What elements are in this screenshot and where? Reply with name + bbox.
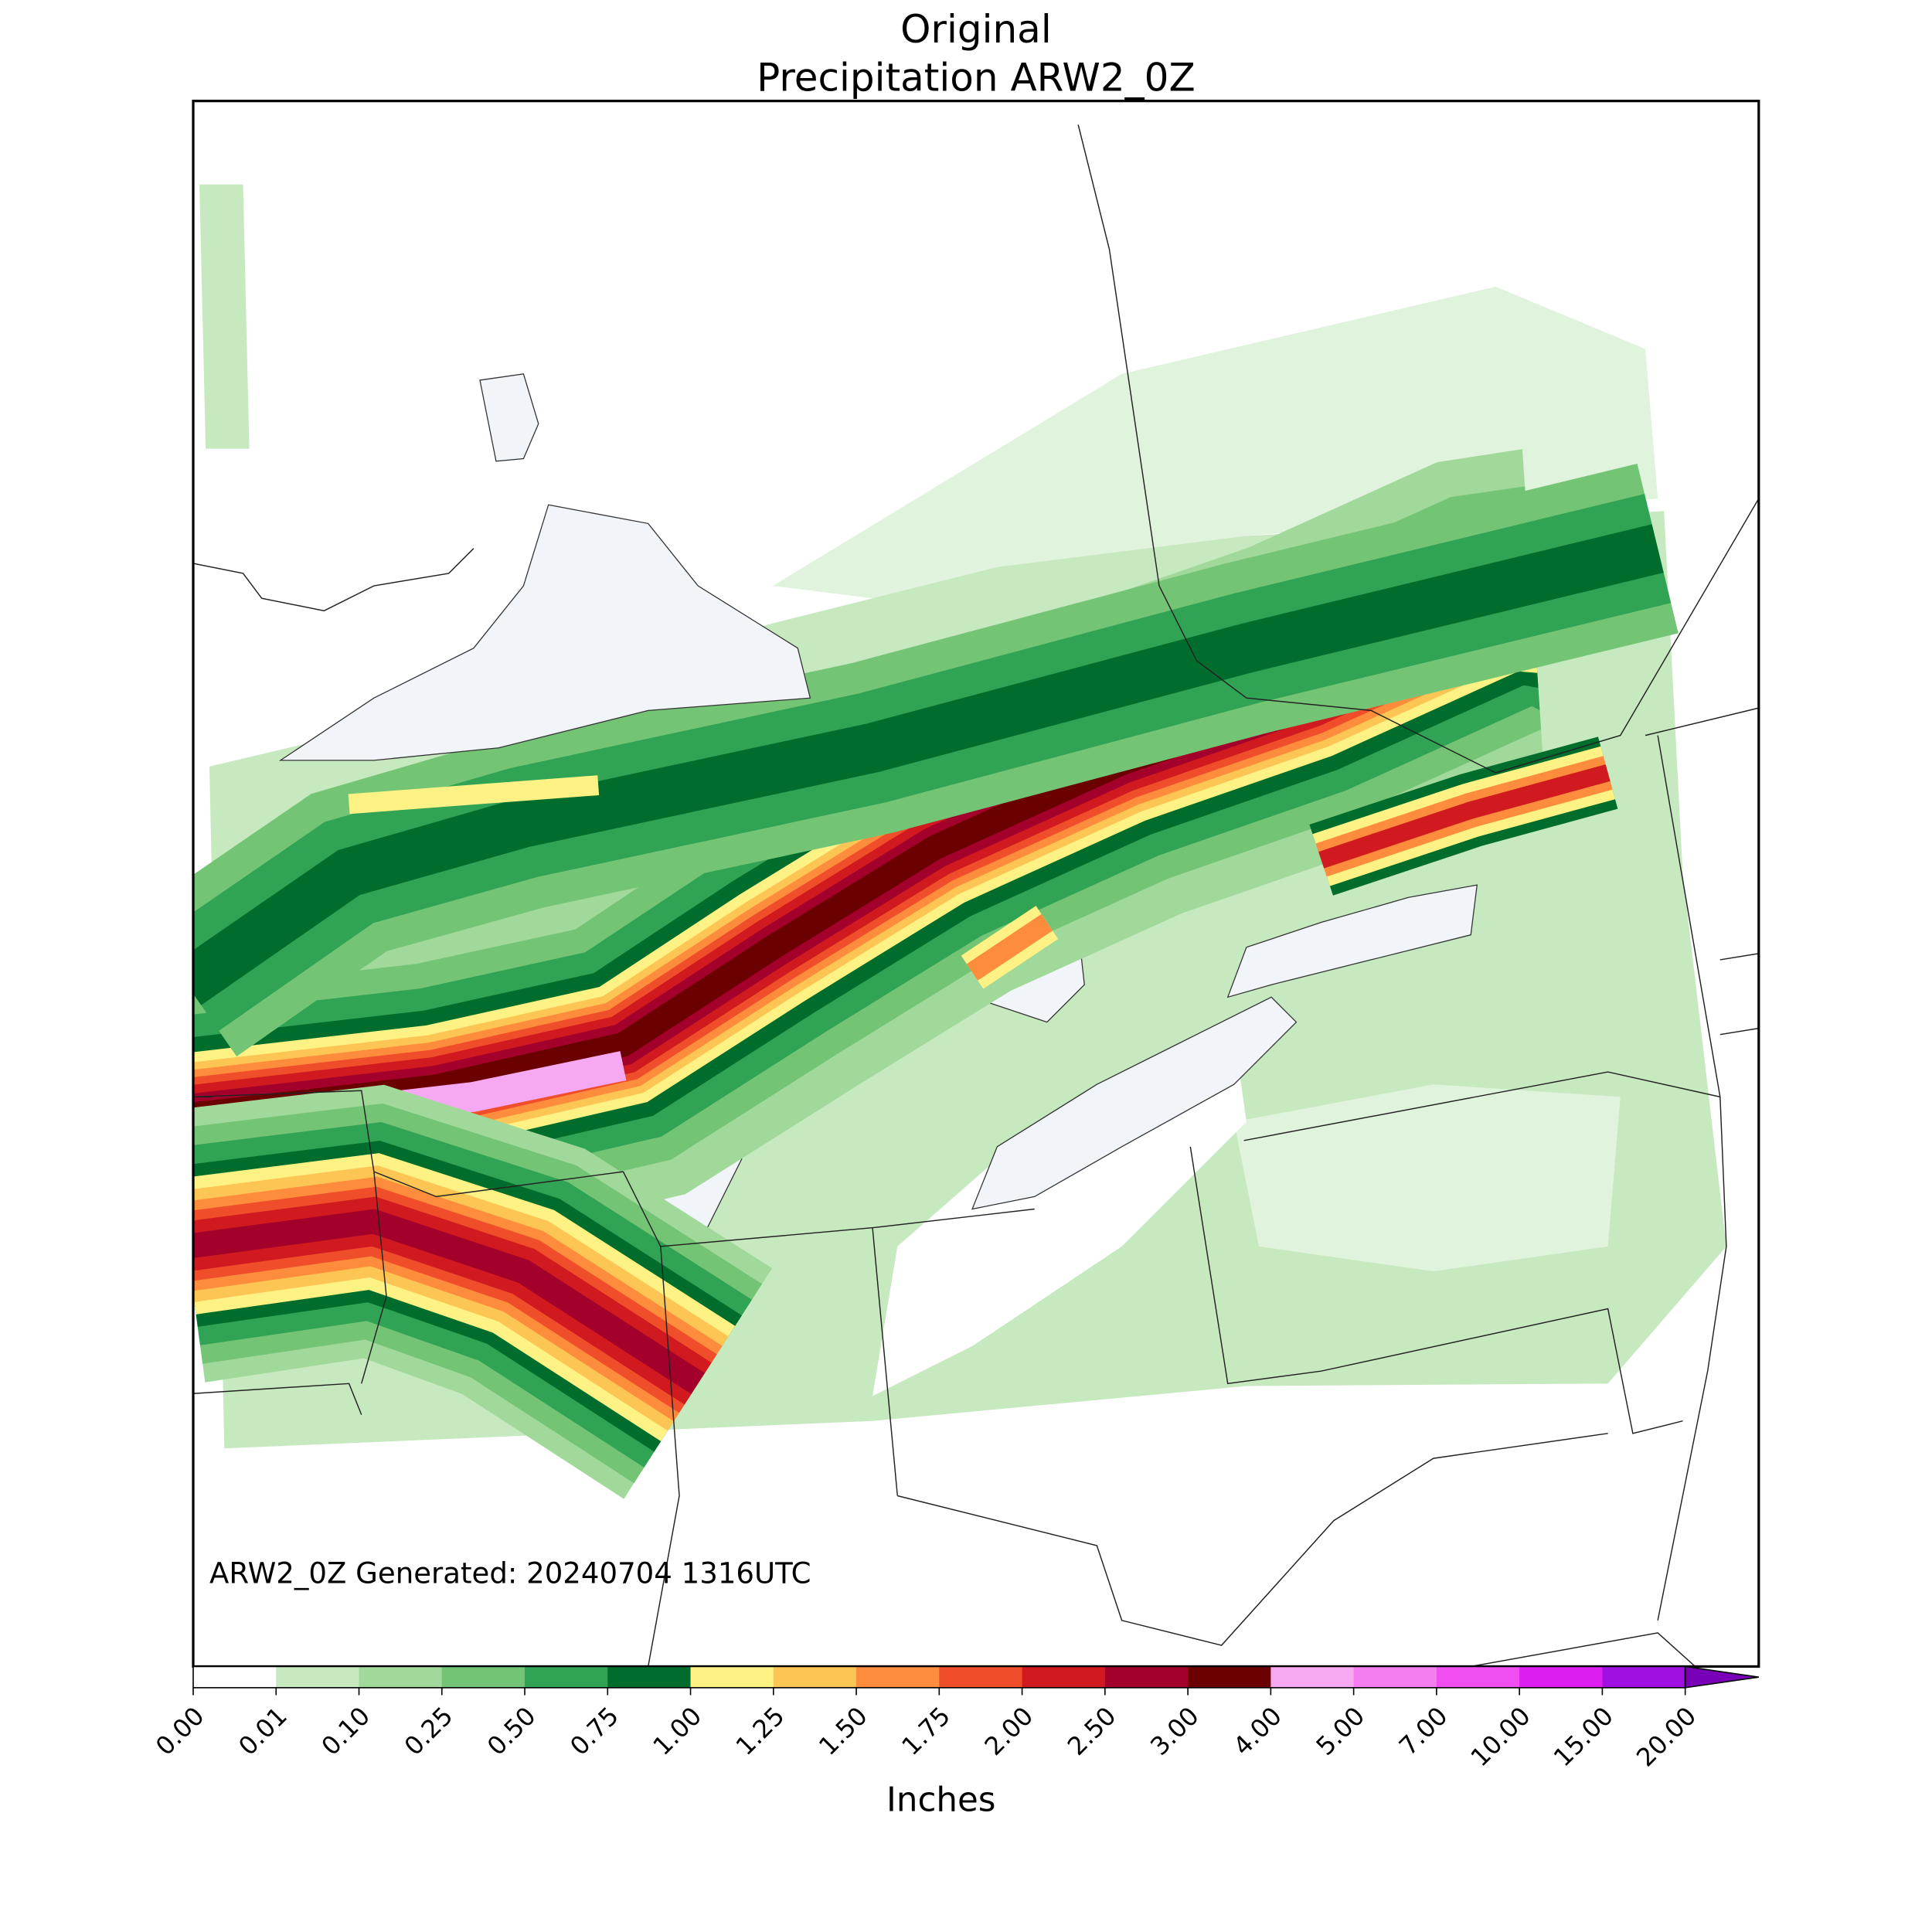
colorbar-tick-label: 5.00 <box>1311 1701 1371 1761</box>
colorbar-bin <box>1436 1666 1520 1688</box>
precip-area <box>966 913 1053 981</box>
colorbar-tick-label: 20.00 <box>1631 1701 1702 1772</box>
colorbar-bin <box>193 1666 277 1688</box>
map-area <box>192 124 1759 1667</box>
lake <box>971 996 1298 1210</box>
lake <box>479 373 539 462</box>
colorbar-bin <box>1353 1666 1437 1688</box>
colorbar-bin <box>359 1666 443 1688</box>
precip-area <box>192 1196 712 1405</box>
colorbar-tick-label: 2.50 <box>1062 1701 1122 1761</box>
colorbar-bin <box>1602 1666 1686 1688</box>
precip-area <box>199 184 250 449</box>
colorbar-tick-label: 1.50 <box>813 1701 873 1761</box>
colorbar-tick-label: 4.00 <box>1227 1701 1287 1761</box>
colorbar-bin <box>773 1666 857 1688</box>
colorbar-tick-label: 0.10 <box>316 1701 376 1761</box>
lake <box>278 504 811 761</box>
precip-area <box>1233 1084 1621 1272</box>
colorbar-bin <box>276 1666 360 1688</box>
colorbar: 0.00 0.01 0.10 0.25 0.50 0.75 1.00 1.25 1.50 1.75… <box>150 1665 1759 1772</box>
colorbar-tick-label: 3.00 <box>1145 1701 1205 1761</box>
colorbar-tick-label: 0.01 <box>233 1701 293 1761</box>
colorbar-tick-label: 0.25 <box>399 1701 459 1761</box>
colorbar-tick-label: 0.75 <box>564 1701 624 1761</box>
colorbar-tick-label: 0.00 <box>150 1701 210 1761</box>
precip-area <box>192 524 1664 1005</box>
colorbar-tick-label: 10.00 <box>1465 1701 1536 1772</box>
colorbar-bin <box>939 1666 1023 1688</box>
colorbar-tick-label: 0.50 <box>481 1701 542 1761</box>
colorbar-bin <box>607 1666 692 1688</box>
colorbar-extend <box>1684 1665 1759 1689</box>
precip-area <box>773 286 1658 599</box>
colorbar-label: Inches <box>886 1781 995 1820</box>
precip-area <box>348 775 600 815</box>
colorbar-tick-label: 1.75 <box>896 1701 956 1761</box>
colorbar-bin <box>525 1666 609 1688</box>
colorbar-bin <box>1270 1666 1355 1688</box>
title-line: Original <box>900 7 1052 52</box>
colorbar-bin <box>856 1666 940 1688</box>
annotation: ARW2_0Z Generated: 20240704 1316UTC <box>209 1556 811 1590</box>
colorbar-bin <box>441 1666 526 1688</box>
title-line: Precipitation ARW2_0Z <box>757 56 1196 100</box>
colorbar-bin <box>1022 1666 1106 1688</box>
colorbar-tick-label: 15.00 <box>1548 1701 1619 1772</box>
colorbar-tick-label: 2.00 <box>979 1701 1039 1761</box>
colorbar-tick-label: 7.00 <box>1393 1701 1454 1761</box>
colorbar-tick-label: 1.25 <box>730 1701 791 1761</box>
colorbar-bin <box>1188 1666 1272 1688</box>
colorbar-tick-label: 1.00 <box>648 1701 708 1761</box>
colorbar-bin <box>690 1666 774 1688</box>
lake <box>1226 884 1478 998</box>
colorbar-outline <box>192 1665 1686 1689</box>
border <box>192 124 1759 1667</box>
colorbar-bin <box>1519 1666 1604 1688</box>
precip-area <box>192 1209 705 1394</box>
colorbar-bin <box>1104 1666 1189 1688</box>
precip-area <box>1318 764 1611 869</box>
